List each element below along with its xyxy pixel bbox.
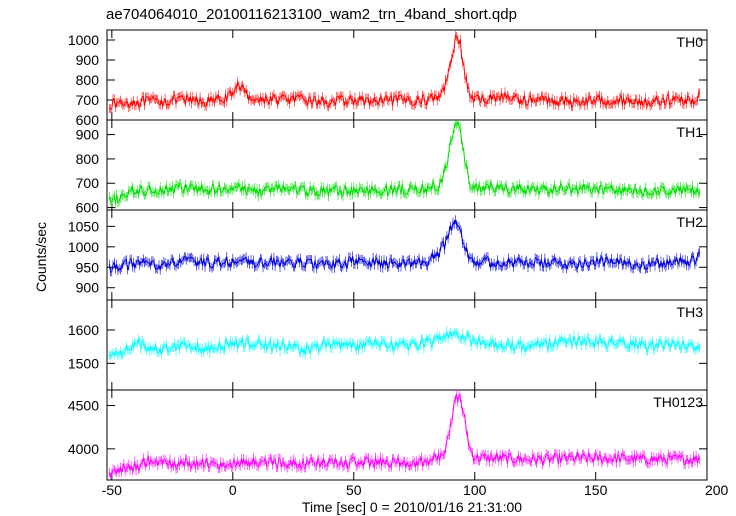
x-tick-label: 150 (584, 482, 608, 498)
y-tick-label: 700 (76, 175, 100, 191)
series-line (109, 34, 700, 110)
error-bars (109, 31, 700, 114)
y-tick-label: 1000 (68, 239, 99, 255)
y-tick-label: 1600 (68, 322, 99, 338)
y-tick-label: 800 (76, 72, 100, 88)
y-tick-label: 900 (76, 280, 100, 296)
series-line (108, 392, 701, 479)
y-axis-label: Counts/sec (33, 222, 49, 292)
y-tick-label: 700 (76, 92, 100, 108)
panel-label: TH2 (677, 214, 704, 230)
x-tick-label: -50 (102, 482, 122, 498)
error-bars (109, 120, 700, 209)
panel-label: TH0123 (653, 394, 703, 410)
y-tick-label: 950 (76, 259, 100, 275)
error-bars (109, 215, 700, 277)
series-line (109, 330, 701, 358)
y-tick-label: 800 (76, 151, 100, 167)
y-tick-label: 4500 (68, 398, 99, 414)
chart-title: ae704064010_20100116213100_wam2_trn_4ban… (106, 6, 517, 23)
x-axis-label: Time [sec] 0 = 2010/01/16 21:31:00 (302, 499, 522, 515)
x-tick-label: 100 (463, 482, 487, 498)
y-tick-label: 900 (76, 52, 100, 68)
panel-label: TH1 (677, 124, 704, 140)
panel-frame (106, 389, 708, 481)
y-tick-label: 600 (76, 112, 100, 128)
y-tick-label: 1500 (68, 355, 99, 371)
y-tick-label: 1000 (68, 32, 99, 48)
error-bars (109, 390, 700, 480)
y-tick-label: 600 (76, 200, 100, 216)
series-line (108, 219, 701, 273)
x-tick-label: 50 (346, 482, 362, 498)
panel-label: TH0 (677, 34, 704, 50)
x-tick-label: 0 (229, 482, 237, 498)
panel-frame (106, 29, 708, 121)
x-tick-label: 200 (705, 482, 729, 498)
y-tick-label: 4000 (68, 441, 99, 457)
y-tick-label: 1050 (68, 218, 99, 234)
panel-label: TH3 (677, 304, 704, 320)
series-line (108, 120, 701, 205)
panel-frame (106, 209, 708, 301)
y-tick-label: 900 (76, 127, 100, 143)
